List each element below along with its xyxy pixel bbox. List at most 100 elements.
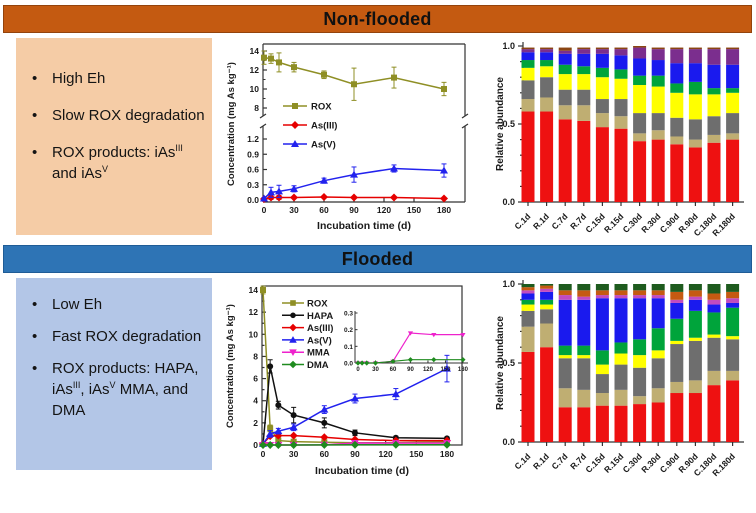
svg-text:0.0: 0.0	[502, 437, 515, 447]
svg-text:C.1d: C.1d	[512, 211, 532, 231]
svg-text:90: 90	[407, 367, 414, 373]
svg-text:150: 150	[440, 367, 451, 373]
series	[259, 285, 451, 449]
svg-text:30: 30	[289, 449, 299, 459]
svg-text:R.15d: R.15d	[602, 211, 625, 234]
svg-text:As(III): As(III)	[311, 121, 337, 132]
svg-text:14: 14	[249, 285, 259, 295]
svg-text:C.15d: C.15d	[583, 211, 606, 234]
nonflooded-header: Non-flooded	[3, 5, 752, 33]
svg-text:0.3: 0.3	[344, 310, 353, 317]
svg-text:R.30d: R.30d	[639, 211, 662, 234]
svg-text:As(V): As(V)	[311, 140, 336, 151]
bullet-item: Fast ROX degradation	[24, 326, 208, 347]
svg-text:0.9: 0.9	[247, 149, 259, 159]
svg-text:C.90d: C.90d	[658, 211, 681, 234]
svg-text:150: 150	[407, 205, 421, 215]
svg-text:8: 8	[253, 351, 258, 361]
svg-text:1.2: 1.2	[247, 134, 259, 144]
svg-text:12: 12	[250, 65, 260, 75]
svg-text:150: 150	[409, 449, 423, 459]
svg-text:2: 2	[253, 418, 258, 428]
svg-text:1.0: 1.0	[502, 279, 515, 289]
bullet-item: Slow ROX degradation	[24, 105, 206, 126]
svg-text:180: 180	[437, 205, 451, 215]
nonflooded-bar-chart: 0.0 0.5 1.0 Relative abundance C.1dR.1dC.7d R…	[495, 41, 744, 238]
svg-text:ROX: ROX	[307, 299, 328, 310]
svg-text:60: 60	[390, 367, 397, 373]
svg-text:90: 90	[350, 449, 360, 459]
svg-text:R.1d: R.1d	[531, 451, 551, 471]
nonflooded-line-chart: 8 10 12 14 0.0 0.3 0.6 0.9 1.2 0 30 60 90 120 150 180 In…	[226, 43, 469, 232]
svg-text:120: 120	[379, 449, 393, 459]
nonflooded-bullet-box: High Eh Slow ROX degradation ROX products:…	[16, 38, 212, 235]
svg-text:0.0: 0.0	[502, 197, 515, 207]
svg-text:180: 180	[458, 367, 469, 373]
svg-text:Relative abundance: Relative abundance	[495, 77, 506, 171]
svg-text:120: 120	[423, 367, 434, 373]
svg-text:C.7d: C.7d	[550, 451, 570, 471]
flooded-header: Flooded	[3, 245, 752, 273]
svg-text:C.1d: C.1d	[512, 451, 532, 471]
svg-text:C.90d: C.90d	[658, 451, 681, 474]
svg-text:C.7d: C.7d	[550, 211, 570, 231]
svg-text:C.15d: C.15d	[583, 451, 606, 474]
svg-text:0.5: 0.5	[502, 358, 515, 368]
inset-chart: 0.0 0.1 0.2 0.3 0 30 60 90 120 150 180	[344, 310, 469, 373]
flooded-title: Flooded	[341, 248, 414, 269]
stacked-bars	[521, 46, 740, 206]
svg-text:0.6: 0.6	[247, 165, 259, 175]
svg-text:14: 14	[250, 46, 260, 56]
svg-text:60: 60	[320, 449, 330, 459]
bullet-item: High Eh	[24, 68, 206, 89]
axis-labels: 8 10 12 14 0.0 0.3 0.6 0.9 1.2 0 30 60 90 120 150 180 In…	[226, 46, 451, 232]
bullet-list: Low Eh Fast ROX degradation ROX products: …	[24, 294, 208, 421]
svg-text:HAPA: HAPA	[307, 311, 333, 322]
flooded-bullet-box: Low Eh Fast ROX degradation ROX products: …	[16, 278, 212, 470]
svg-text:DMA: DMA	[307, 360, 329, 371]
svg-text:120: 120	[377, 205, 391, 215]
svg-text:30: 30	[289, 205, 299, 215]
svg-text:Concentration (mg As kg⁻¹): Concentration (mg As kg⁻¹)	[226, 62, 237, 186]
svg-text:12: 12	[249, 307, 259, 317]
svg-text:R.1d: R.1d	[531, 211, 551, 231]
legend: ROX As(III) As(V)	[283, 102, 337, 151]
svg-text:As(III): As(III)	[307, 323, 333, 334]
svg-text:6: 6	[253, 374, 258, 384]
svg-text:10: 10	[250, 84, 260, 94]
nonflooded-title: Non-flooded	[323, 8, 432, 29]
svg-text:0: 0	[261, 449, 266, 459]
svg-text:Incubation time (d): Incubation time (d)	[317, 220, 411, 232]
svg-text:180: 180	[440, 449, 454, 459]
svg-text:90: 90	[349, 205, 359, 215]
bullet-item: Low Eh	[24, 294, 208, 315]
svg-text:0.0: 0.0	[344, 361, 353, 368]
svg-text:Concentration (mg As kg⁻¹): Concentration (mg As kg⁻¹)	[225, 304, 236, 428]
svg-text:4: 4	[253, 396, 258, 406]
svg-text:Relative abundance: Relative abundance	[495, 316, 506, 410]
bullet-item: ROX products: HAPA, iAsIII, iAsV MMA, an…	[24, 358, 208, 421]
svg-text:1.0: 1.0	[502, 41, 515, 51]
svg-text:MMA: MMA	[307, 348, 330, 359]
bullet-list: High Eh Slow ROX degradation ROX products:…	[24, 68, 206, 184]
svg-text:0.5: 0.5	[502, 119, 515, 129]
flooded-line-chart: 0 2 4 6 8 10 12 14 0 30 60 90 120 150 180 Incubation ti…	[225, 285, 469, 477]
svg-text:0: 0	[356, 367, 360, 373]
svg-text:R.15d: R.15d	[602, 451, 625, 474]
stacked-bars	[521, 284, 740, 446]
svg-text:0: 0	[262, 205, 267, 215]
flooded-bar-chart: 0.0 0.5 1.0 Relative abundance C.1dR.1dC.7d R…	[495, 279, 744, 478]
svg-text:60: 60	[319, 205, 329, 215]
svg-text:0.3: 0.3	[247, 180, 259, 190]
axis-labels: 0 2 4 6 8 10 12 14 0 30 60 90 120 150 180 Incubation ti…	[225, 285, 454, 477]
svg-text:0.1: 0.1	[344, 344, 353, 351]
svg-text:Incubation time (d): Incubation time (d)	[315, 465, 409, 477]
svg-text:0: 0	[253, 440, 258, 450]
svg-text:0.0: 0.0	[247, 195, 259, 205]
svg-text:As(V): As(V)	[307, 335, 332, 346]
svg-text:30: 30	[372, 367, 379, 373]
svg-text:8: 8	[254, 103, 259, 113]
svg-text:R.30d: R.30d	[639, 451, 662, 474]
